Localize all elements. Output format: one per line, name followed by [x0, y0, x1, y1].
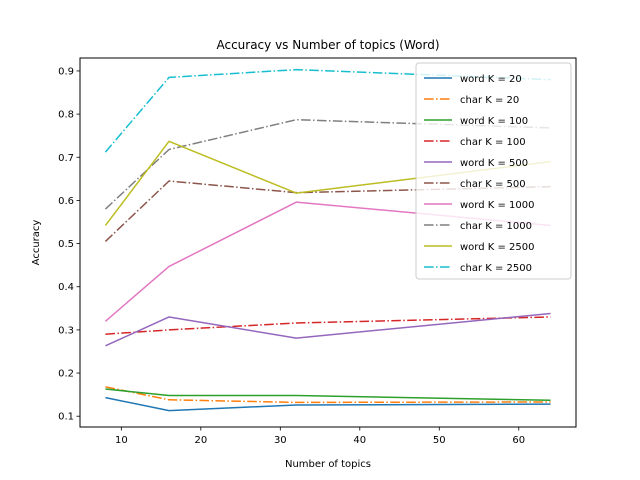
series-lines	[104, 68, 551, 412]
x-axis-label: Number of topics	[285, 459, 371, 470]
legend: word K = 20 char K = 20 word K = 100 char K…	[415, 62, 572, 280]
y-tick-label: 0.1	[58, 412, 74, 423]
legend-label: word K = 500	[460, 158, 528, 169]
legend-label: word K = 1000	[460, 200, 535, 211]
y-axis-label: Accuracy	[31, 220, 42, 266]
y-tick-label: 0.5	[58, 239, 74, 250]
legend-label: char K = 100	[460, 137, 526, 148]
series-line-2	[105, 388, 551, 401]
x-axis: 10 20 30 40 50 60	[115, 427, 525, 446]
y-tick-label: 0.8	[58, 110, 74, 121]
x-tick-label: 30	[274, 435, 287, 446]
legend-label: char K = 2500	[460, 263, 532, 274]
plot-frame	[79, 57, 577, 428]
legend-label: word K = 20	[460, 74, 522, 85]
legend-label: char K = 500	[460, 179, 526, 190]
series-line-1	[105, 386, 551, 404]
legend-label: char K = 1000	[460, 221, 532, 232]
y-tick-label: 0.3	[58, 325, 74, 336]
x-tick-label: 60	[512, 435, 525, 446]
legend-label: word K = 2500	[460, 242, 535, 253]
x-tick-label: 10	[115, 435, 128, 446]
y-tick-label: 0.6	[58, 196, 74, 207]
legend-label: char K = 20	[460, 95, 519, 106]
series-line-7	[104, 118, 551, 210]
y-axis: 0.1 0.2 0.3 0.4 0.5 0.6 0.7 0.8 0.9	[58, 66, 80, 423]
series-line-4	[105, 312, 551, 347]
x-tick-label: 40	[353, 435, 366, 446]
x-tick-label: 20	[194, 435, 207, 446]
y-tick-label: 0.7	[58, 153, 74, 164]
series-line-0	[105, 396, 551, 412]
y-tick-label: 0.4	[58, 282, 74, 293]
chart-title: Accuracy vs Number of topics (Word)	[216, 38, 439, 52]
y-tick-label: 0.9	[58, 66, 74, 77]
legend-box	[415, 62, 572, 280]
x-tick-label: 50	[433, 435, 446, 446]
legend-label: word K = 100	[460, 116, 528, 127]
y-tick-label: 0.2	[58, 369, 74, 380]
